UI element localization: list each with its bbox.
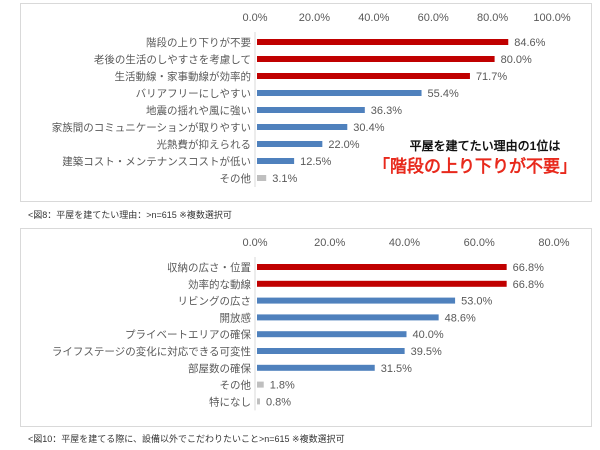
bar [257, 56, 495, 62]
category-label: バリアフリーにしやすい [136, 88, 251, 100]
x-tick-label: 20.0% [299, 12, 330, 24]
data-label: 84.6% [514, 37, 545, 49]
data-label: 36.3% [371, 105, 402, 117]
data-label: 66.8% [513, 279, 544, 291]
category-label: 部屋数の確保 [188, 362, 251, 375]
data-label: 31.5% [381, 363, 412, 375]
data-label: 55.4% [428, 88, 459, 100]
x-tick-label: 80.0% [477, 12, 508, 24]
annotation-highlight: 「階段の上り下りが不要」 [373, 157, 577, 176]
category-label: 光熱費が抑えられる [157, 138, 252, 151]
data-label: 3.1% [272, 173, 297, 185]
chart-1-frame [20, 3, 592, 202]
bar [257, 141, 323, 147]
x-tick-label: 80.0% [538, 237, 569, 249]
x-tick-label: 60.0% [418, 12, 449, 24]
data-label: 48.6% [445, 312, 476, 324]
annotation-headline: 平屋を建てたい理由の1位は [409, 139, 561, 153]
x-tick-label: 0.0% [242, 237, 267, 249]
data-label: 1.8% [270, 380, 295, 392]
bar [257, 124, 348, 130]
bar [257, 314, 439, 321]
category-label: 特になし [209, 396, 251, 408]
category-label: 家族間のコミュニケーションが取りやすい [52, 121, 251, 134]
data-label: 71.7% [476, 71, 507, 83]
data-label: 30.4% [353, 122, 384, 134]
bar [257, 73, 470, 79]
bar [257, 90, 422, 96]
chart-1-caption: <図8：平屋を建てたい理由：>n=615 ※複数選択可 [28, 210, 232, 220]
category-label: ライフステージの変化に対応できる可変性 [52, 345, 251, 358]
x-tick-label: 100.0% [533, 12, 571, 24]
bar [257, 175, 267, 181]
bar [257, 364, 375, 371]
data-label: 22.0% [328, 139, 359, 151]
data-label: 53.0% [461, 296, 492, 308]
category-label: 効率的な動線 [188, 278, 251, 291]
category-label: 収納の広さ・位置 [167, 261, 251, 274]
x-tick-label: 20.0% [314, 237, 345, 249]
data-label: 80.0% [501, 54, 532, 66]
category-label: 地震の揺れや風に強い [146, 104, 251, 117]
bar [257, 331, 407, 338]
bar [257, 264, 507, 270]
x-tick-label: 40.0% [389, 237, 420, 249]
category-label: その他 [220, 172, 252, 185]
data-label: 12.5% [300, 156, 331, 168]
bar [257, 280, 507, 287]
category-label: その他 [220, 379, 252, 392]
category-label: 階段の上り下りが不要 [146, 36, 251, 49]
category-label: 生活動線・家事動線が効率的 [115, 70, 252, 83]
bar [257, 158, 295, 164]
category-label: リビングの広さ [178, 295, 252, 308]
bar [257, 297, 456, 304]
data-label: 40.0% [413, 329, 444, 341]
bar [257, 39, 509, 45]
chart-2-frame [20, 228, 592, 427]
bar [257, 107, 365, 113]
bar [257, 348, 405, 354]
category-label: 開放感 [220, 311, 252, 324]
category-label: プライベートエリアの確保 [125, 328, 251, 341]
bar [257, 381, 264, 388]
data-label: 39.5% [411, 346, 442, 358]
x-tick-label: 60.0% [464, 237, 495, 249]
bar [257, 398, 260, 405]
chart-2-caption: <図10：平屋を建てる際に、設備以外でこだわりたいこと>n=615 ※複数選択可 [28, 434, 345, 444]
category-label: 建築コスト・メンテナンスコストが低い [62, 155, 251, 168]
data-label: 66.8% [513, 262, 544, 274]
x-tick-label: 40.0% [358, 12, 389, 24]
data-label: 0.8% [266, 396, 291, 408]
x-tick-label: 0.0% [242, 12, 267, 24]
category-label: 老後の生活のしやすさを考慮して [94, 53, 251, 66]
